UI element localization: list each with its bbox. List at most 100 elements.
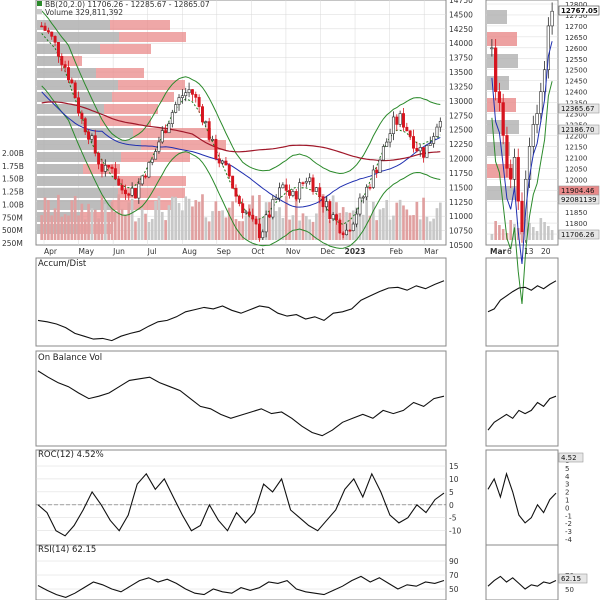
volume-profile-bar-red: [80, 212, 116, 222]
candle-body: [304, 181, 308, 184]
volume-bar: [43, 197, 47, 240]
zoom-tick-label: 12550: [565, 56, 587, 64]
candle-body: [117, 178, 121, 186]
volume-bar: [217, 210, 221, 240]
candle-body: [67, 67, 70, 81]
volume-bar: [234, 219, 238, 240]
candle-body: [201, 106, 204, 123]
candle-body: [432, 136, 436, 144]
volume-bar: [117, 194, 121, 240]
zoom-date-label: 6: [507, 247, 512, 256]
volume-bar: [73, 196, 77, 240]
volume-bar: [281, 218, 285, 240]
volume-bar: [254, 216, 258, 240]
volume-bar: [358, 201, 362, 240]
candle-body: [70, 79, 74, 84]
volume-tick-label: 1.50B: [2, 175, 24, 184]
volume-bar: [315, 213, 318, 240]
candle-body: [318, 187, 322, 197]
zoom-candle-body: [497, 91, 502, 103]
ad-panel-frame: [35, 257, 447, 347]
volume-bar: [177, 203, 181, 240]
volume-bar: [365, 197, 368, 240]
zoom-candle-body: [505, 135, 509, 169]
volume-profile-bar-red: [141, 140, 226, 150]
obv-line: [37, 370, 445, 437]
volume-bar: [97, 218, 100, 240]
volume-tick-label: 1.75B: [2, 162, 24, 171]
zoom-price-tag: [558, 124, 600, 135]
moving-average-long: [41, 101, 441, 162]
candle-body: [207, 121, 211, 140]
volume-bar: [144, 213, 147, 240]
candle-body: [46, 30, 50, 33]
bb-legend: BB(20,2.0) 11706.26 - 12285.67 - 12865.0…: [45, 0, 210, 9]
zoom-candle-body: [509, 168, 513, 180]
zoom-bollinger-lower: [491, 81, 553, 305]
zoom-price: [487, 2, 554, 305]
candle-body: [184, 92, 188, 97]
volume-profile-bar-red: [110, 20, 170, 30]
candle-body: [365, 186, 369, 198]
zoom-volume-bar: [494, 221, 497, 240]
candle-body: [164, 130, 168, 134]
candle-body: [154, 151, 158, 160]
volume-bar: [181, 210, 184, 240]
price-tick-label: 14000: [449, 39, 473, 48]
zoom-price-panel-frame: [485, 0, 559, 246]
month-label: 2023: [345, 247, 366, 256]
zoom-price-tag: [558, 103, 600, 114]
roc-tag-label: 4.52: [561, 454, 577, 462]
candle-body: [428, 143, 432, 146]
volume-bar: [77, 215, 80, 240]
volume-bar: [80, 203, 84, 240]
volume-bar: [221, 210, 224, 240]
price-tick-label: 12500: [449, 126, 473, 135]
zoom-candle-body: [546, 25, 550, 71]
price-tick-label: 10750: [449, 227, 473, 236]
volume-bar: [278, 207, 281, 240]
volume-bar: [107, 211, 111, 240]
candle-body: [412, 136, 415, 149]
panel-frames: [35, 0, 559, 600]
volume-bar: [258, 194, 261, 240]
roc-tick-label: 0: [449, 501, 454, 510]
volume-profile-bar: [37, 164, 83, 174]
zoom-candle-body: [490, 47, 494, 50]
candle-body: [194, 94, 198, 98]
volume-profile-bar-red: [112, 92, 174, 102]
zoom-price-tag-label: 11706.26: [561, 231, 595, 239]
volume-profile-bar-red: [119, 176, 186, 186]
candle-body: [371, 169, 375, 188]
candle-body: [97, 152, 101, 165]
zoom-tick-label: 12150: [565, 143, 587, 151]
rsi-tick-label: 90: [449, 557, 459, 566]
candle-body: [311, 177, 315, 192]
candle-body: [40, 25, 44, 28]
rsi-tag: [558, 573, 588, 584]
rsi-tick-label: 70: [449, 571, 459, 580]
candle-body: [395, 116, 399, 125]
price-tick-label: 14500: [449, 10, 473, 19]
volume-bar: [103, 204, 107, 240]
zoom-tick-label: 12750: [565, 12, 587, 20]
month-label: Nov: [286, 247, 301, 256]
zoom-candle-body: [501, 102, 505, 136]
candle-body: [190, 89, 194, 95]
volume-bar: [341, 207, 345, 240]
candle-body: [221, 160, 225, 164]
volume-bars: [40, 194, 442, 240]
volume-bar: [214, 201, 218, 240]
zoom-date-label: 13: [524, 247, 534, 256]
candle-body: [247, 211, 251, 216]
zoom-volume-profile-bar: [487, 98, 516, 112]
zoom-price-tag: [558, 229, 600, 240]
volume-bar: [241, 221, 245, 240]
candle-body: [120, 184, 124, 191]
volume-bar: [371, 201, 375, 240]
volume-profile-bar-red: [100, 44, 151, 54]
obv-panel-frame: [35, 350, 447, 447]
candle-body: [234, 187, 238, 197]
zoom-roc-tick-label: -2: [565, 520, 572, 528]
candle-body: [127, 193, 131, 196]
